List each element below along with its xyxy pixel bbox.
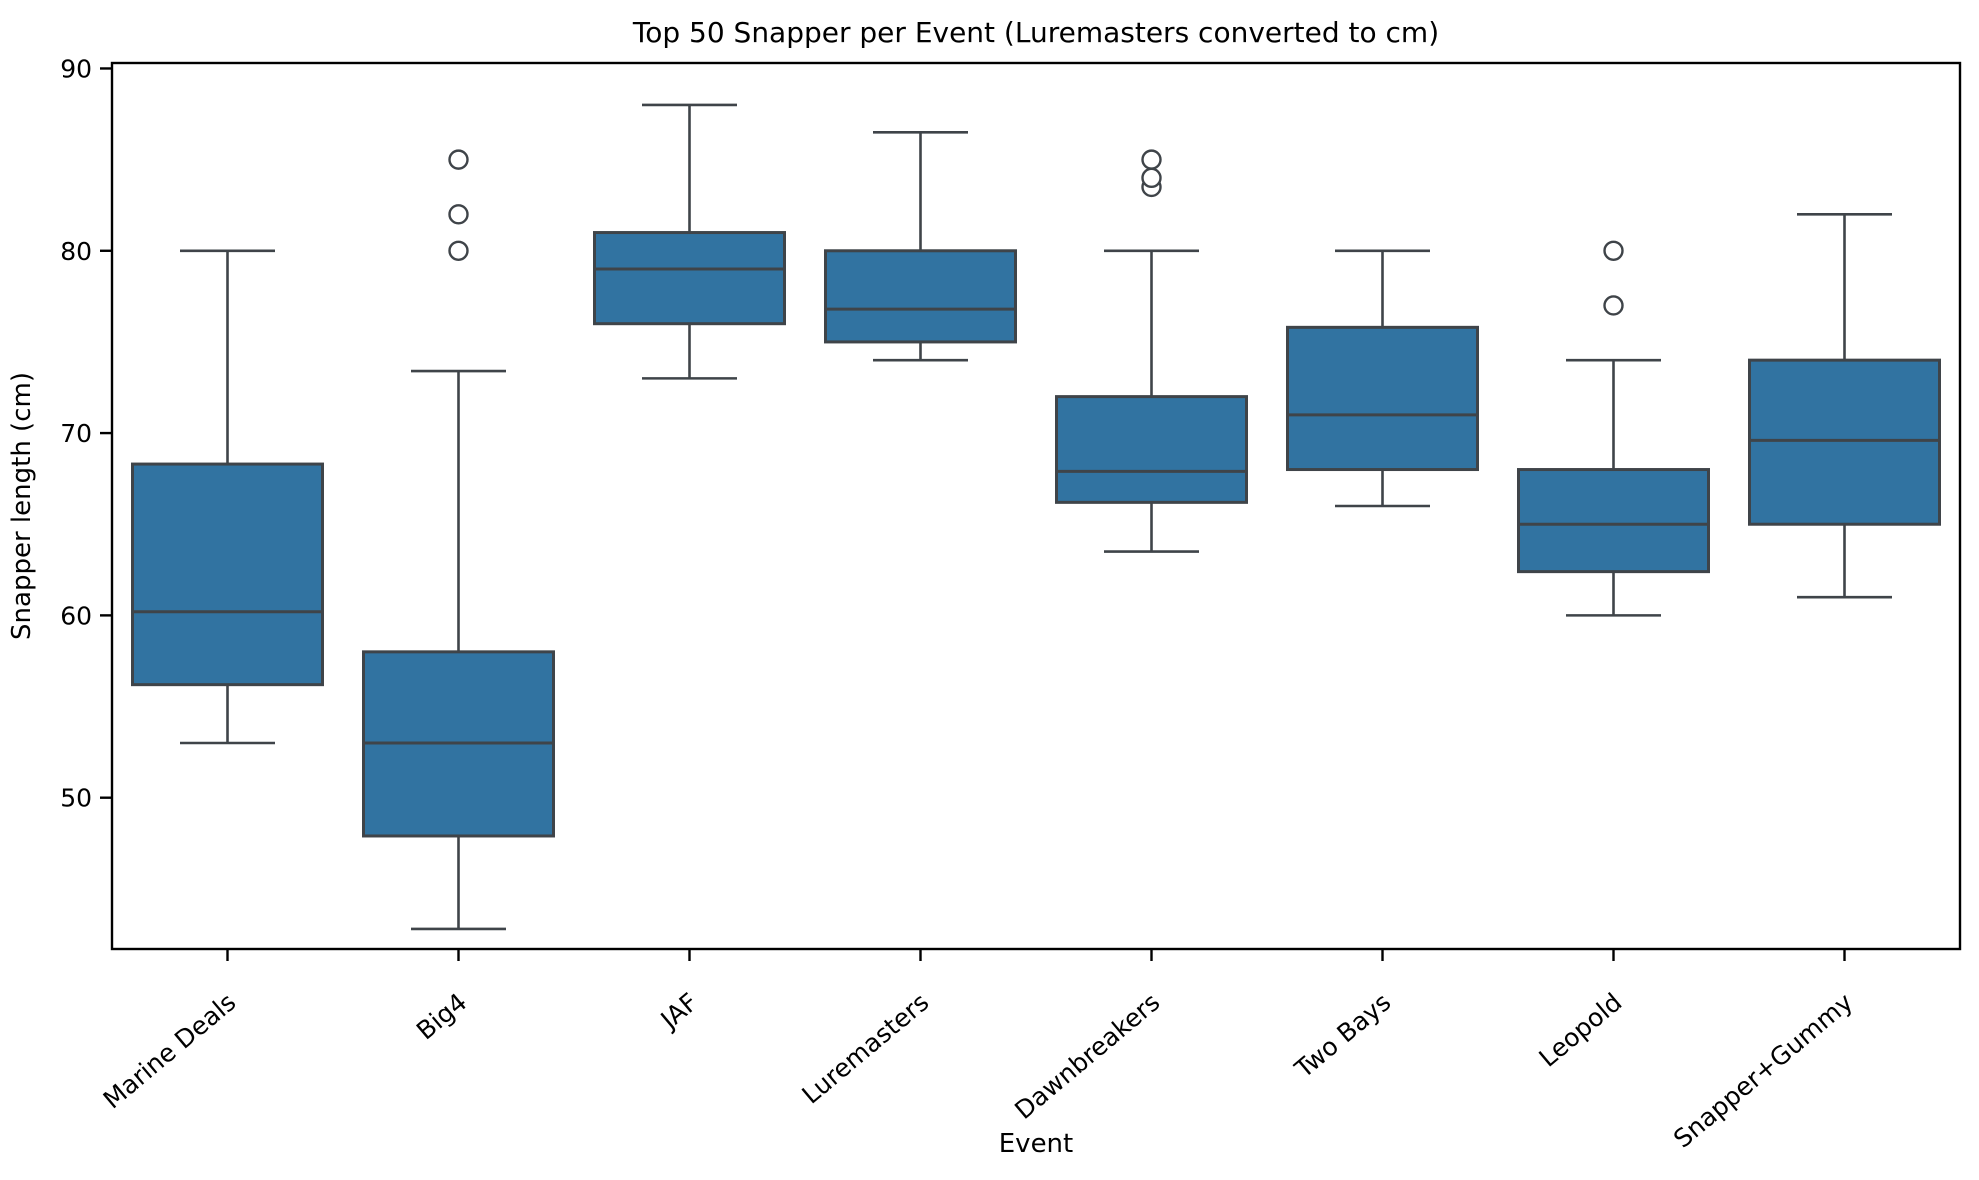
x-axis-label: Event bbox=[999, 1129, 1073, 1159]
y-axis-label: Snapper length (cm) bbox=[7, 372, 37, 640]
box-group-dawnbreakers bbox=[1055, 149, 1248, 553]
y-tick-label: 50 bbox=[60, 784, 92, 813]
plot-area: 50 60 70 80 90 Marine Deals Big4 JAF Luremasters… bbox=[60, 54, 1962, 1154]
x-tick-label: JAF bbox=[654, 987, 704, 1035]
y-tick-label: 70 bbox=[60, 419, 92, 448]
x-tick-label: Dawnbreakers bbox=[1009, 987, 1165, 1125]
iqr-box bbox=[1286, 325, 1479, 472]
chart-title: Top 50 Snapper per Event (Luremasters co… bbox=[632, 16, 1439, 49]
x-tick-label: Two Bays bbox=[1289, 987, 1397, 1084]
iqr-box bbox=[1748, 358, 1941, 526]
outlier-point bbox=[448, 149, 469, 170]
box-group-luremasters bbox=[824, 130, 1017, 362]
iqr-box bbox=[824, 249, 1017, 344]
box-group-big4 bbox=[362, 149, 555, 931]
outlier-point bbox=[1141, 149, 1162, 170]
box-group-two-bays bbox=[1286, 249, 1479, 508]
x-tick-label: Big4 bbox=[411, 987, 472, 1045]
x-tick-label: Marine Deals bbox=[98, 987, 242, 1114]
iqr-box bbox=[593, 231, 786, 326]
box-group-jaf bbox=[593, 103, 786, 380]
y-tick-label: 60 bbox=[60, 601, 92, 630]
outlier-point bbox=[448, 204, 469, 225]
box-group-marine-deals bbox=[131, 249, 324, 745]
x-tick-label: Snapper+Gummy bbox=[1668, 987, 1858, 1153]
iqr-box bbox=[1055, 395, 1248, 504]
box-group-leopold bbox=[1517, 240, 1710, 617]
axes-frame bbox=[110, 61, 1962, 951]
x-tick-label: Luremasters bbox=[796, 987, 934, 1109]
outlier-point bbox=[1603, 240, 1624, 261]
iqr-box bbox=[131, 462, 324, 687]
y-tick-label: 80 bbox=[60, 237, 92, 266]
iqr-box bbox=[1517, 468, 1710, 574]
outlier-point bbox=[1603, 295, 1624, 316]
y-tick-label: 90 bbox=[60, 54, 92, 83]
box-group-snapper-gummy bbox=[1748, 213, 1941, 599]
outlier-point bbox=[1141, 167, 1162, 189]
outlier-point bbox=[448, 240, 469, 261]
x-tick-label: Leopold bbox=[1534, 987, 1628, 1072]
